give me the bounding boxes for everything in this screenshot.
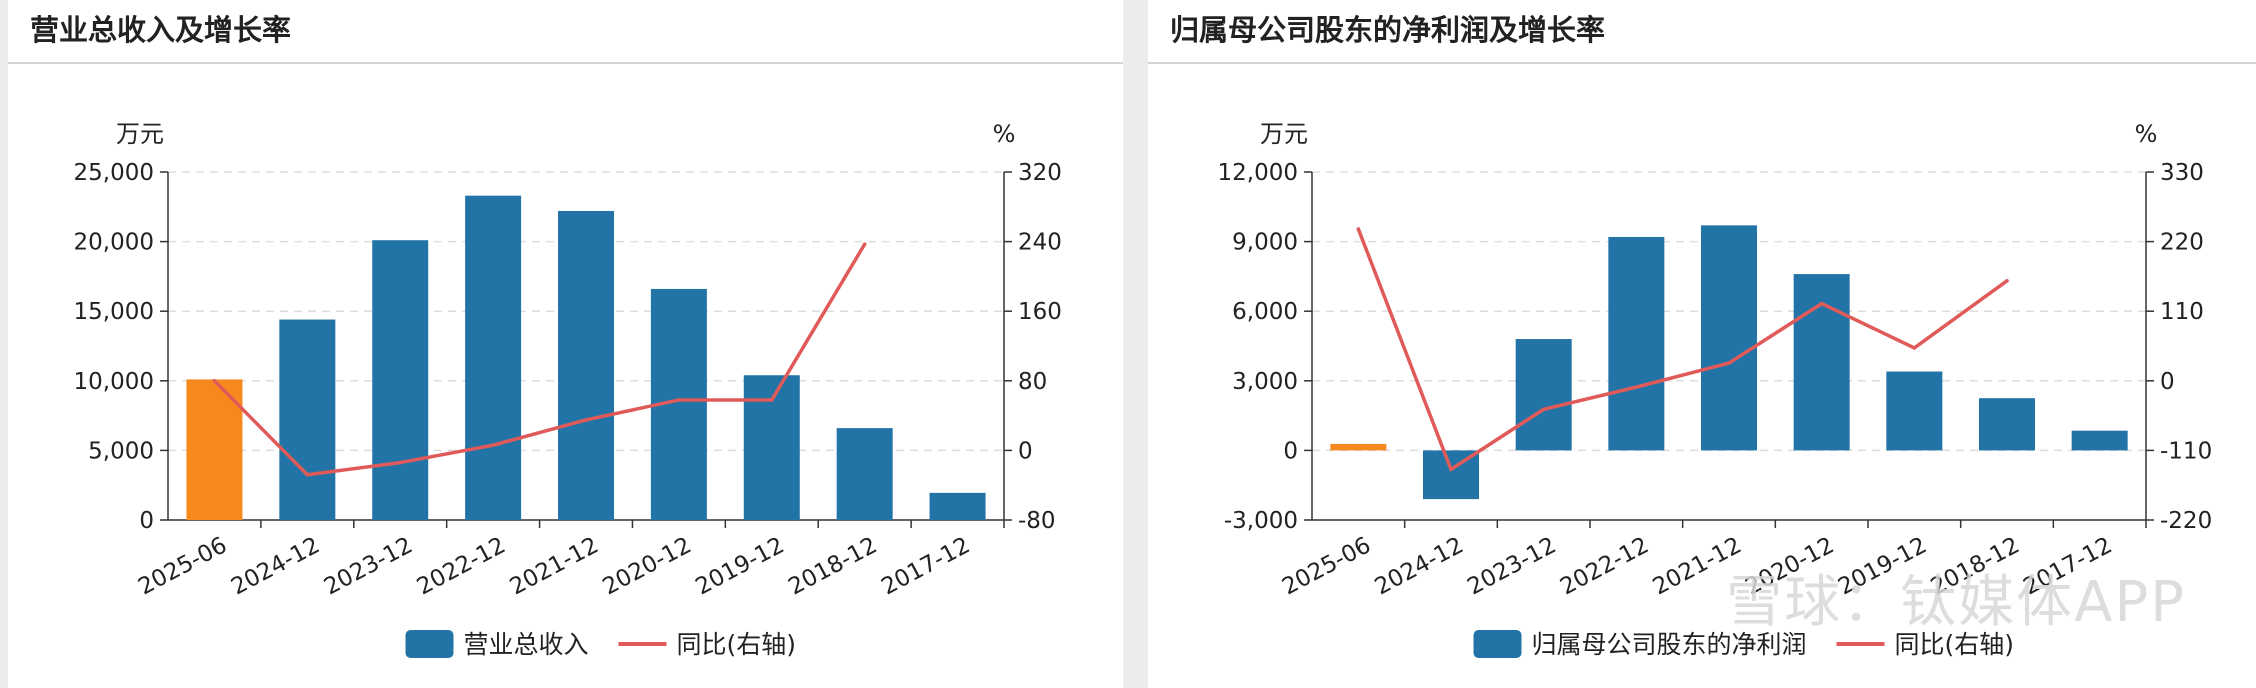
bar	[2071, 430, 2128, 451]
x-axis-tick-label: 2020-12	[1741, 532, 1838, 600]
growth-rate-point	[862, 242, 867, 247]
bar	[465, 195, 522, 520]
net-profit-chart: -3,000 0 3,000 6,000 9,000 12,000 -220 -110 0 110…	[1218, 120, 2213, 659]
x-axis-tick-label: 2021-12	[1649, 532, 1746, 600]
left-axis-unit: 万元	[116, 120, 164, 148]
growth-rate-point	[1912, 346, 1917, 350]
right-axis-tick-label: 240	[1018, 230, 1062, 256]
revenue-panel-header: 营业总收入及增长率	[8, 0, 1123, 64]
bar	[1979, 398, 2035, 451]
x-axis-tick-label: 2020-12	[599, 532, 696, 600]
growth-rate-point	[1356, 227, 1361, 231]
left-axis-tick-label: 5,000	[88, 438, 154, 464]
legend: 营业总收入 同比(右轴)	[405, 630, 797, 659]
x-axis-tick-label: 2019-12	[1834, 532, 1931, 600]
right-axis-unit: %	[2135, 120, 2158, 148]
legend-bar-swatch	[405, 630, 454, 658]
left-axis-tick-label: 25,000	[74, 160, 154, 186]
left-axis-tick-label: 0	[139, 508, 154, 534]
growth-rate-point	[212, 379, 217, 383]
right-axis-tick-label: 80	[1018, 369, 1047, 395]
bar	[1701, 225, 1757, 451]
growth-rate-line	[1356, 228, 2009, 472]
left-axis-tick-label: 10,000	[74, 369, 154, 395]
bar	[1330, 443, 1387, 451]
right-axis-tick-label: 0	[1018, 438, 1033, 464]
growth-rate-point	[677, 398, 681, 402]
x-axis-tick-label: 2024-12	[227, 532, 324, 600]
right-axis-tick-label: 160	[1018, 299, 1062, 325]
x-axis-tick-label: 2025-06	[1278, 532, 1375, 600]
right-axis-tick-label: -80	[1018, 508, 1056, 534]
bar	[558, 210, 614, 520]
x-axis-tick-label: 2024-12	[1371, 532, 1468, 600]
growth-rate-point	[491, 443, 495, 447]
growth-rate-point	[2005, 279, 2009, 283]
left-axis-tick-label: 6,000	[1232, 299, 1298, 325]
bar	[836, 428, 893, 520]
net-profit-panel: 归属母公司股东的净利润及增长率 -3,000 0 3,000 6,000 9,000 12…	[1148, 0, 2256, 688]
revenue-panel-title: 营业总收入及增长率	[30, 13, 292, 47]
bar	[372, 240, 429, 520]
left-axis-tick-label: 9,000	[1232, 230, 1298, 256]
right-axis-tick-label: -220	[2160, 508, 2212, 534]
x-axis-tick-label: 2023-12	[320, 532, 417, 600]
bar	[1608, 236, 1665, 451]
right-axis-tick-label: 220	[2160, 230, 2204, 256]
x-axis-tick-label: 2018-12	[1927, 532, 2024, 600]
right-axis-tick-label: -110	[2160, 438, 2212, 464]
left-axis-tick-label: 0	[1283, 438, 1298, 464]
left-axis-tick-label: 15,000	[74, 299, 154, 325]
left-axis-unit: 万元	[1260, 120, 1308, 148]
right-axis-tick-label: 330	[2160, 160, 2204, 186]
growth-rate-line	[213, 243, 867, 477]
x-axis-tick-label: 2019-12	[692, 532, 789, 600]
right-axis-unit: %	[993, 120, 1016, 148]
x-axis-tick-label: 2017-12	[877, 532, 974, 600]
bar	[1515, 339, 1572, 451]
legend-bar-label: 归属母公司股东的净利润	[1532, 630, 1807, 659]
legend-bar-label: 营业总收入	[464, 630, 589, 659]
growth-rate-point	[398, 460, 403, 465]
revenue-panel: 营业总收入及增长率 0 5,000 10,000 15,000 20,000 25,000…	[8, 0, 1123, 688]
growth-rate-point	[305, 472, 310, 477]
net-profit-panel-header: 归属母公司股东的净利润及增长率	[1148, 0, 2256, 64]
x-axis-tick-label: 2021-12	[506, 532, 603, 600]
left-axis-tick-label: -3,000	[1224, 508, 1298, 534]
bar	[1793, 274, 1850, 451]
growth-rate-point	[1449, 467, 1453, 472]
legend: 归属母公司股东的净利润 同比(右轴)	[1473, 630, 2015, 659]
bar	[279, 319, 336, 520]
x-axis-tick-label: 2018-12	[784, 532, 881, 600]
left-axis-tick-label: 12,000	[1218, 160, 1298, 186]
x-axis-tick-label: 2022-12	[413, 532, 510, 600]
left-axis-tick-label: 3,000	[1232, 369, 1298, 395]
growth-rate-point	[584, 418, 588, 422]
legend-line-label: 同比(右轴)	[677, 630, 797, 659]
legend-bar-swatch	[1473, 630, 1522, 658]
growth-rate-point	[1819, 301, 1824, 306]
net-profit-panel-title: 归属母公司股东的净利润及增长率	[1170, 13, 1606, 47]
x-axis-tick-label: 2023-12	[1463, 532, 1560, 600]
bar	[1886, 371, 1943, 451]
growth-rate-point	[1541, 407, 1546, 412]
growth-rate-point	[1727, 361, 1731, 365]
left-axis-tick-label: 20,000	[74, 230, 154, 256]
growth-rate-point	[769, 398, 774, 402]
x-axis-tick-label: 2017-12	[2019, 532, 2116, 600]
right-axis-tick-label: 0	[2160, 369, 2175, 395]
x-axis-tick-label: 2022-12	[1556, 532, 1653, 600]
growth-rate-point	[1634, 385, 1639, 389]
bar	[929, 492, 986, 520]
x-axis-tick-label: 2025-06	[134, 532, 231, 600]
right-axis-tick-label: 110	[2160, 299, 2204, 325]
right-axis-tick-label: 320	[1018, 160, 1062, 186]
bar	[186, 379, 243, 520]
revenue-chart: 0 5,000 10,000 15,000 20,000 25,000 -80 0 80 160 2…	[74, 120, 1062, 659]
legend-line-label: 同比(右轴)	[1895, 630, 2015, 659]
